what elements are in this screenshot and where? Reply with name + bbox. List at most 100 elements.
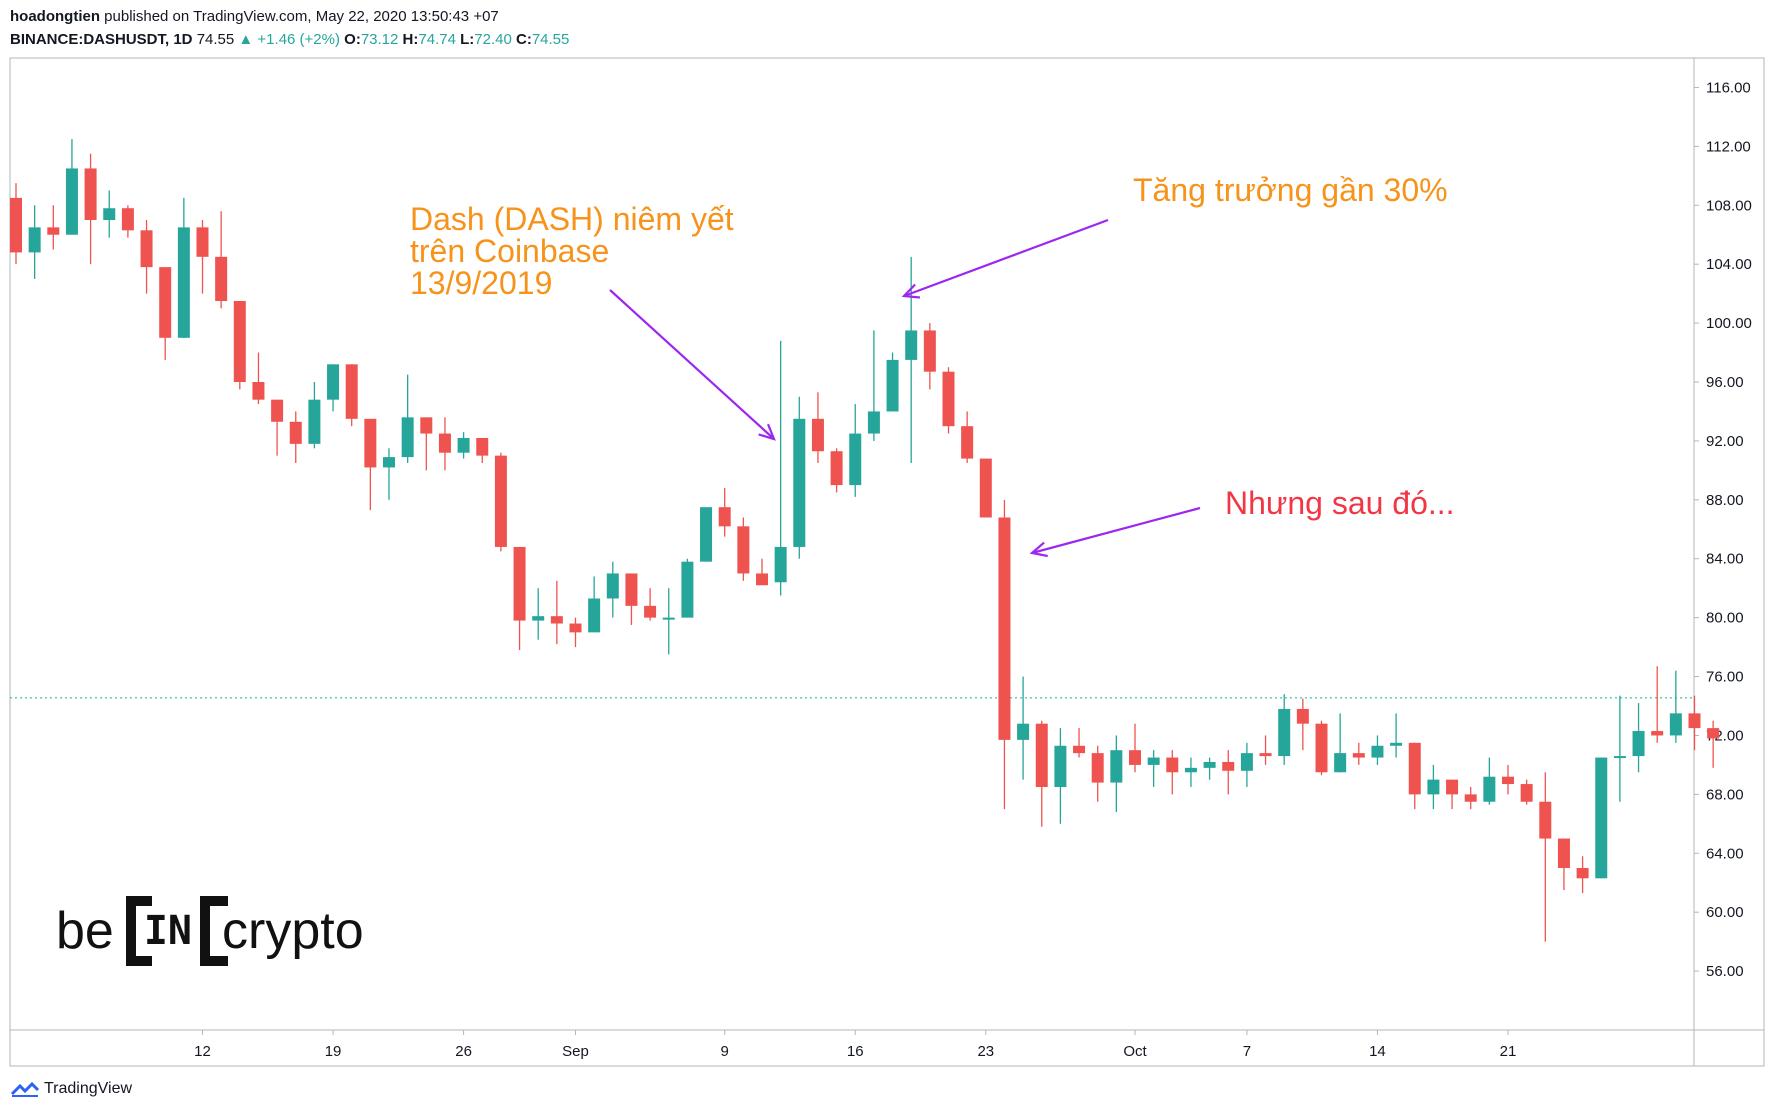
candle[interactable] <box>737 517 750 581</box>
candle[interactable] <box>756 558 768 586</box>
candle[interactable] <box>606 561 619 618</box>
candle-body <box>28 227 41 253</box>
candle[interactable] <box>345 364 358 427</box>
candle[interactable] <box>1054 728 1067 824</box>
candle[interactable] <box>1129 723 1141 773</box>
candle[interactable] <box>1688 695 1701 751</box>
candle[interactable] <box>438 417 451 471</box>
candle[interactable] <box>1110 735 1123 813</box>
candle[interactable] <box>84 153 97 265</box>
candle[interactable] <box>644 588 657 621</box>
candle[interactable] <box>1613 695 1626 802</box>
candle[interactable] <box>28 205 41 279</box>
candle[interactable] <box>1632 703 1645 773</box>
candle[interactable] <box>961 411 974 463</box>
candle[interactable] <box>1707 720 1720 768</box>
candle[interactable] <box>1091 745 1104 802</box>
candle[interactable] <box>65 139 78 235</box>
candle[interactable] <box>383 448 395 500</box>
candle[interactable] <box>550 580 563 645</box>
candle[interactable] <box>476 437 489 463</box>
author-name[interactable]: hoadongtien <box>10 8 100 25</box>
candle[interactable] <box>1371 735 1384 765</box>
candle[interactable] <box>1427 764 1440 810</box>
candle[interactable] <box>1184 757 1197 787</box>
candle[interactable] <box>998 499 1011 810</box>
time-axis[interactable]: 12 19 26 Sep 9 16 23 Oct 7 14 21 <box>194 1030 1516 1060</box>
candle[interactable] <box>867 330 880 441</box>
tradingview-footer[interactable]: TradingView <box>10 1080 132 1098</box>
candle[interactable] <box>47 205 60 250</box>
candle[interactable] <box>849 404 862 497</box>
candle[interactable] <box>886 352 899 412</box>
candle[interactable] <box>793 396 806 559</box>
candle[interactable] <box>1446 779 1459 810</box>
candle[interactable] <box>1390 713 1403 758</box>
candle[interactable] <box>420 417 433 471</box>
candle[interactable] <box>1334 713 1347 773</box>
candle[interactable] <box>1539 772 1552 942</box>
candle[interactable] <box>662 588 675 655</box>
candle[interactable] <box>1669 670 1682 743</box>
candle[interactable] <box>140 220 153 294</box>
candle[interactable] <box>1595 757 1608 879</box>
candle-body <box>1259 753 1272 757</box>
candle[interactable] <box>625 573 638 625</box>
but-after-arrow <box>1029 506 1201 558</box>
candle[interactable] <box>1296 698 1309 751</box>
candle[interactable] <box>494 452 507 552</box>
candle[interactable] <box>10 183 22 265</box>
candle[interactable] <box>103 190 116 238</box>
candle[interactable] <box>1166 750 1179 795</box>
candle[interactable] <box>457 432 470 459</box>
candle[interactable] <box>1464 787 1477 810</box>
candle[interactable] <box>1352 742 1365 765</box>
candle[interactable] <box>1240 742 1253 787</box>
candle[interactable] <box>1557 838 1570 891</box>
candle[interactable] <box>308 382 321 449</box>
price-axis[interactable]: 116.00 112.00 108.00 104.00 100.00 96.00 92.00… <box>1694 79 1752 980</box>
candle[interactable] <box>1520 779 1533 805</box>
candle[interactable] <box>1278 694 1291 765</box>
candle[interactable] <box>811 392 824 463</box>
candle[interactable] <box>289 411 302 463</box>
candle[interactable] <box>979 458 992 518</box>
candle[interactable] <box>700 507 713 562</box>
candle[interactable] <box>1576 856 1589 894</box>
candle[interactable] <box>1483 757 1496 805</box>
candle[interactable] <box>774 340 787 596</box>
candle[interactable] <box>588 576 601 633</box>
candle[interactable] <box>215 211 228 309</box>
candle[interactable] <box>830 448 843 493</box>
candle[interactable] <box>718 488 731 537</box>
candle[interactable] <box>569 617 582 648</box>
candle[interactable] <box>1651 666 1664 743</box>
candle[interactable] <box>327 364 340 412</box>
candle[interactable] <box>1259 735 1272 765</box>
candle[interactable] <box>1222 750 1235 795</box>
candle[interactable] <box>1035 720 1048 827</box>
candle[interactable] <box>252 352 265 405</box>
candle[interactable] <box>196 220 209 294</box>
candle[interactable] <box>1502 764 1514 795</box>
candle[interactable] <box>1408 742 1421 810</box>
candle[interactable] <box>681 558 694 618</box>
candle[interactable] <box>159 267 172 360</box>
candle[interactable] <box>271 399 284 456</box>
candle[interactable] <box>1147 750 1160 787</box>
candle[interactable] <box>923 323 936 390</box>
candle[interactable] <box>233 301 246 390</box>
candle[interactable] <box>364 418 377 511</box>
candle[interactable] <box>121 205 134 238</box>
candle[interactable] <box>942 367 955 434</box>
candle[interactable] <box>1017 676 1030 780</box>
candle[interactable] <box>1203 757 1216 780</box>
candle[interactable] <box>532 588 545 640</box>
candle[interactable] <box>905 256 918 463</box>
candle[interactable] <box>1073 728 1086 758</box>
candle[interactable] <box>513 546 526 651</box>
candle[interactable] <box>177 197 190 338</box>
candle[interactable] <box>1315 720 1328 776</box>
candle[interactable] <box>401 374 414 463</box>
